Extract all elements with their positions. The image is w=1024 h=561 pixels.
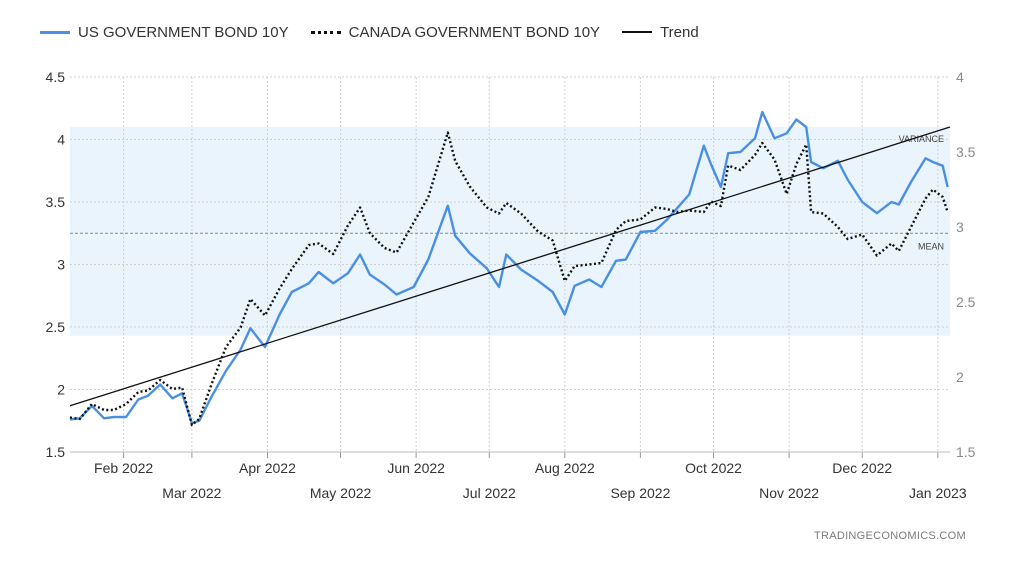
trend-line <box>69 126 951 407</box>
x-tick-label: May 2022 <box>310 485 372 501</box>
legend-swatch-trend <box>622 31 653 33</box>
variance-band <box>70 127 950 336</box>
y-tick-left: 3 <box>57 257 65 273</box>
y-tick-left: 2 <box>57 382 65 398</box>
x-tick-label: Apr 2022 <box>239 460 296 476</box>
y-tick-right: 2 <box>956 369 964 385</box>
y-tick-right: 1.5 <box>956 444 976 460</box>
x-tick-label: Jul 2022 <box>463 485 516 501</box>
x-tick-label: Mar 2022 <box>162 485 221 501</box>
x-tick-label: Oct 2022 <box>685 460 742 476</box>
legend-swatch-us <box>40 30 70 34</box>
y-tick-left: 1.5 <box>46 444 66 460</box>
x-tick-label: Feb 2022 <box>94 460 153 476</box>
x-tick-label: Sep 2022 <box>610 485 670 501</box>
x-tick-label: Nov 2022 <box>759 485 819 501</box>
y-tick-right: 2.5 <box>956 294 976 310</box>
x-tick-label: Jun 2022 <box>387 460 445 476</box>
legend-swatch-canada <box>310 30 341 34</box>
mean-label: MEAN <box>918 241 944 251</box>
variance-label: VARIANCE <box>899 134 944 144</box>
series-line-canada <box>69 131 949 427</box>
x-tick-label: Jan 2023 <box>909 485 967 501</box>
legend-label-us: US GOVERNMENT BOND 10Y <box>78 23 289 41</box>
chart-legend: US GOVERNMENT BOND 10Y CANADA GOVERNMENT… <box>40 20 699 44</box>
y-tick-left: 4 <box>57 132 65 148</box>
legend-item-us[interactable]: US GOVERNMENT BOND 10Y <box>40 24 289 41</box>
legend-item-canada[interactable]: CANADA GOVERNMENT BOND 10Y <box>310 23 601 41</box>
x-tick-label: Aug 2022 <box>535 460 595 476</box>
watermark: TRADINGECONOMICS.COM <box>813 530 966 542</box>
y-tick-right: 3.5 <box>956 144 976 160</box>
legend-item-trend[interactable]: Trend <box>622 24 699 41</box>
legend-label-trend: Trend <box>660 23 699 41</box>
y-tick-left: 4.5 <box>46 69 66 85</box>
y-tick-right: 3 <box>956 219 964 235</box>
y-tick-left: 3.5 <box>46 194 66 210</box>
y-tick-right: 4 <box>956 69 964 85</box>
x-tick-label: Dec 2022 <box>832 460 892 476</box>
y-tick-left: 2.5 <box>46 319 66 335</box>
legend-label-canada: CANADA GOVERNMENT BOND 10Y <box>348 23 601 41</box>
